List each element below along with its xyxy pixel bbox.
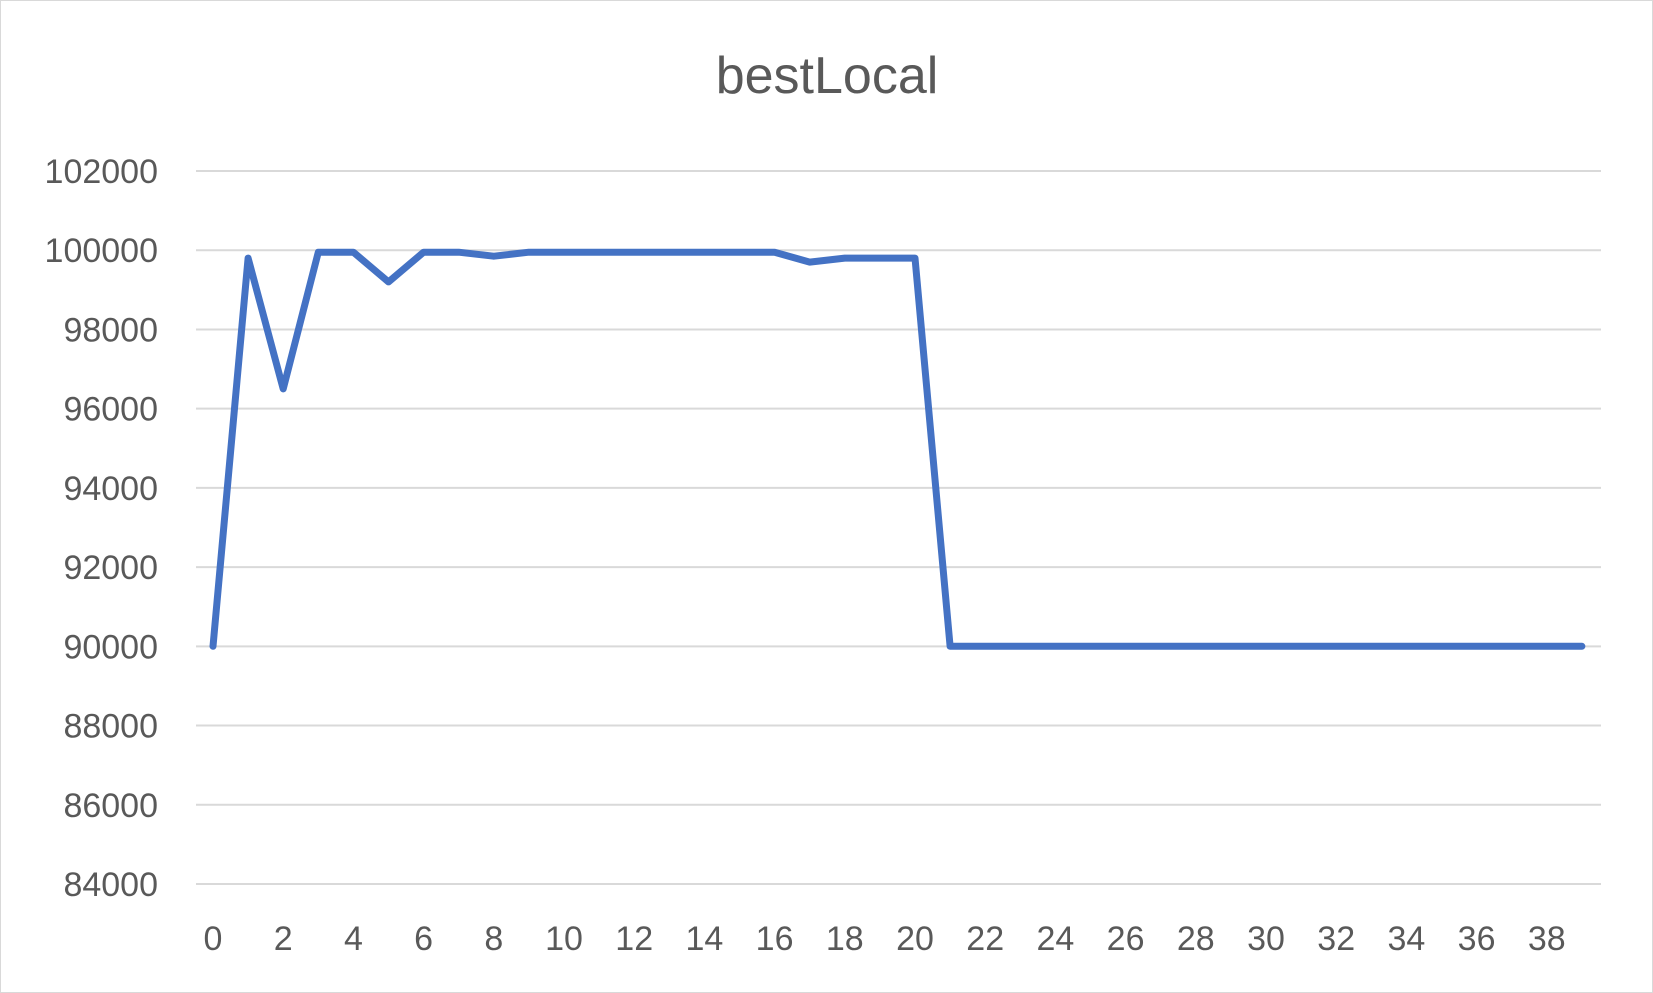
x-tick-label: 34 <box>1387 920 1425 958</box>
y-tick-label: 86000 <box>63 787 158 825</box>
x-tick-label: 18 <box>826 920 864 958</box>
y-tick-label: 84000 <box>63 866 158 904</box>
gridlines <box>196 170 1601 885</box>
y-tick-label: 96000 <box>63 391 158 429</box>
x-tick-label: 6 <box>414 920 433 958</box>
series-line-0 <box>209 248 1586 650</box>
x-tick-label: 4 <box>344 920 363 958</box>
x-tick-label: 20 <box>896 920 934 958</box>
y-tick-label: 90000 <box>63 628 158 666</box>
x-tick-label: 12 <box>615 920 653 958</box>
x-tick-label: 26 <box>1107 920 1145 958</box>
y-tick-label: 92000 <box>63 549 158 587</box>
x-tick-label: 24 <box>1036 920 1074 958</box>
x-tick-label: 32 <box>1317 920 1355 958</box>
y-tick-label: 100000 <box>45 232 158 270</box>
x-tick-label: 0 <box>204 920 223 958</box>
x-tick-label: 16 <box>756 920 794 958</box>
y-tick-label: 102000 <box>45 153 158 191</box>
x-axis-tick-labels: 0 2 4 6 8 10 12 14 16 18 20 22 24 26 28 30 32 34 36 38 <box>204 920 1566 958</box>
x-tick-label: 38 <box>1528 920 1566 958</box>
x-tick-label: 10 <box>545 920 583 958</box>
chart-title: bestLocal <box>716 47 939 105</box>
y-axis-tick-labels: 102000 100000 98000 96000 94000 92000 90000 880… <box>45 153 158 904</box>
series-layer <box>209 248 1586 650</box>
y-tick-label: 88000 <box>63 708 158 746</box>
x-tick-label: 28 <box>1177 920 1215 958</box>
y-tick-label: 98000 <box>63 311 158 349</box>
x-tick-label: 14 <box>685 920 723 958</box>
x-tick-label: 22 <box>966 920 1004 958</box>
x-tick-label: 8 <box>484 920 503 958</box>
x-tick-label: 36 <box>1458 920 1496 958</box>
x-tick-label: 2 <box>274 920 293 958</box>
x-tick-label: 30 <box>1247 920 1285 958</box>
y-tick-label: 94000 <box>63 470 158 508</box>
